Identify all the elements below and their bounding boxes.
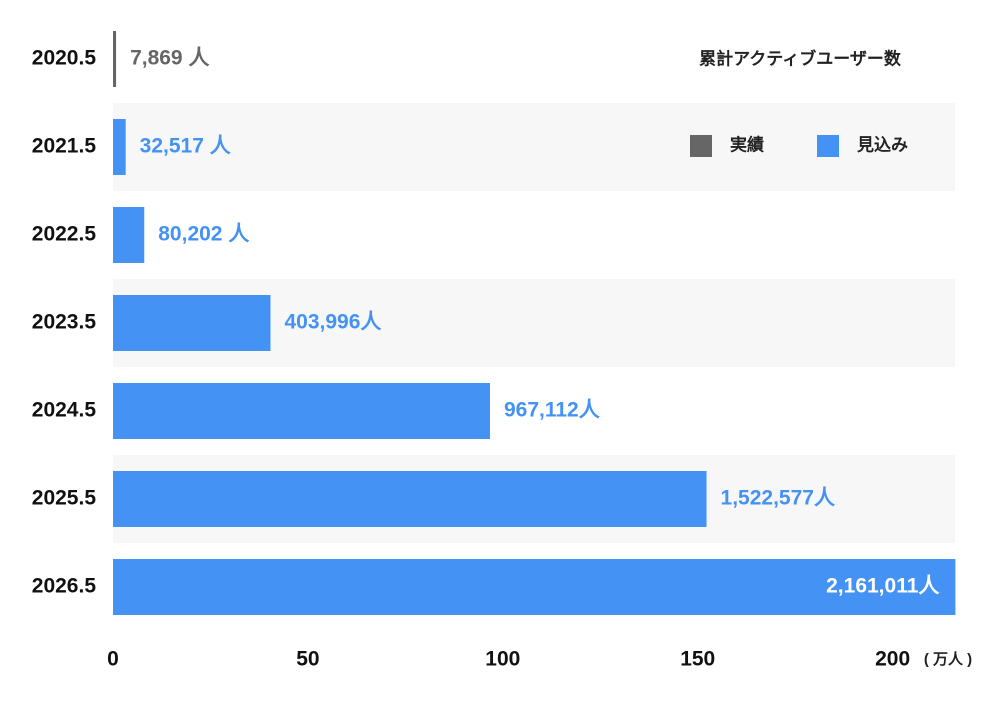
bar [113,31,117,87]
value-label: 32,517 人 [140,135,231,158]
y-tick-label: 2020.5 [32,47,97,70]
bar [113,207,145,263]
row-band [113,103,955,191]
value-label: 403,996人 [284,311,381,334]
x-tick-label: 50 [296,648,319,671]
bar [113,295,271,351]
y-tick-label: 2023.5 [32,311,97,334]
legend-swatch [817,135,839,157]
value-label: 80,202 人 [158,223,249,246]
value-label: 2,161,011人 [826,575,939,598]
x-tick-label: 0 [107,648,119,671]
value-label: 967,112人 [504,399,600,422]
legend-label: 見込み [856,135,908,154]
x-tick-label: 150 [680,648,715,671]
bar [113,471,707,527]
x-unit: ( 万人 ) [924,651,972,668]
row-band [113,15,955,103]
y-tick-label: 2024.5 [32,399,97,422]
x-tick-label: 100 [485,648,520,671]
legend-title: 累計アクティブユーザー数 [699,48,902,68]
bar [113,559,956,615]
legend-swatch [690,135,712,157]
x-tick-label: 200 [875,648,910,671]
y-tick-label: 2026.5 [32,575,97,598]
legend-label: 実績 [730,134,764,154]
value-label: 1,522,577人 [721,487,835,510]
y-tick-label: 2021.5 [32,135,97,158]
bar [113,119,126,175]
y-tick-label: 2022.5 [32,223,97,246]
value-label: 7,869 人 [130,47,209,70]
bar [113,383,490,439]
row-band [113,191,955,279]
y-tick-label: 2025.5 [32,487,97,510]
